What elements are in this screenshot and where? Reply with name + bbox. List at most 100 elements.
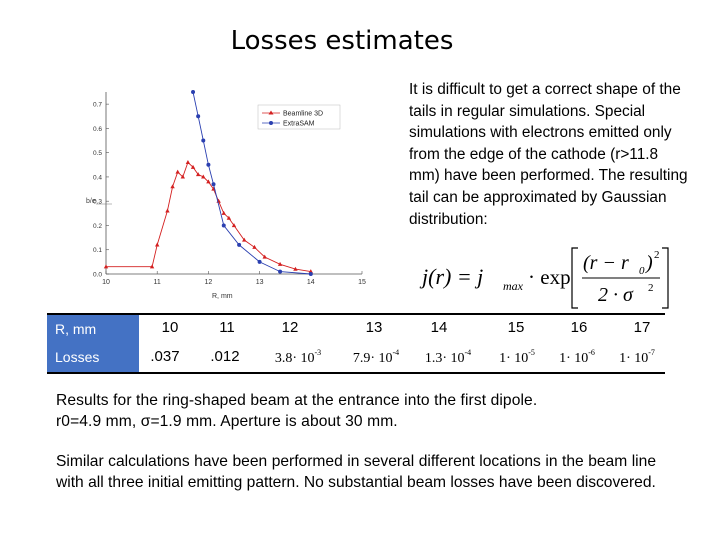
- formula-numerator: (r − r: [583, 252, 629, 274]
- loss-value-cell: 1.3· 10-4: [418, 348, 478, 367]
- formula-lhs: j(r) = j: [419, 264, 483, 289]
- r-value-cell: 17: [633, 319, 651, 336]
- data-point: [155, 242, 160, 247]
- loss-value-cell: .012: [210, 348, 240, 365]
- formula-numerator-sub: 0: [639, 265, 645, 277]
- series-line: [106, 161, 311, 273]
- data-point: [226, 215, 232, 220]
- data-point: [201, 174, 206, 179]
- data-point: [252, 244, 257, 249]
- y-tick-label: 0.6: [93, 126, 102, 133]
- data-point: [165, 208, 170, 213]
- y-tick-label: 0.7: [93, 102, 102, 109]
- data-point: [175, 169, 180, 174]
- x-tick-label: 15: [358, 279, 366, 286]
- formula-bracket-right: [662, 247, 669, 309]
- loss-exponent: -7: [648, 348, 655, 357]
- data-point: [196, 114, 201, 119]
- loss-mantissa: 3.8: [274, 351, 293, 366]
- data-point: [257, 259, 262, 264]
- r-value-cell: 14: [430, 319, 448, 336]
- data-point: [242, 237, 247, 242]
- data-point: [206, 179, 211, 184]
- data-point: [277, 261, 283, 266]
- times-ten: · 10: [292, 351, 315, 366]
- loss-value-cell: 1· 10-7: [607, 348, 667, 367]
- data-point: [308, 272, 313, 276]
- formula-bracket-left: [571, 247, 578, 309]
- loss-mantissa: 1.3: [424, 351, 443, 366]
- times-ten: · 10: [506, 351, 529, 366]
- loss-exponent: -6: [588, 348, 595, 357]
- legend-label-beamline: Beamline 3D: [283, 111, 323, 118]
- series-line: [192, 91, 311, 275]
- data-point: [201, 138, 206, 143]
- x-tick-label: 12: [205, 279, 213, 286]
- losses-table: R, mm Losses 10 11 12 13 14 15 16 17 .03…: [47, 313, 665, 374]
- loss-value-cell: .037: [150, 348, 180, 365]
- data-point: [221, 210, 226, 215]
- data-point: [262, 254, 267, 259]
- series-extrasam: [191, 90, 313, 276]
- x-tick-label: 13: [256, 279, 264, 286]
- y-tick-label: 0.2: [93, 223, 102, 230]
- conclusion-text: Similar calculations have been performed…: [56, 453, 656, 491]
- formula-numerator-sup: 2: [654, 249, 660, 261]
- data-point: [293, 266, 298, 271]
- data-point: [211, 182, 216, 187]
- times-ten: · 10: [566, 351, 589, 366]
- formula-numerator-close: ): [645, 252, 653, 274]
- r-value-cell: 15: [507, 319, 525, 336]
- x-tick-label: 11: [154, 279, 161, 286]
- results-line-2: r0=4.9 mm, σ=1.9 mm. Aperture is about 3…: [56, 413, 398, 430]
- description-text: It is difficult to get a correct shape o…: [409, 81, 688, 228]
- y-tick-label: 0.5: [93, 150, 102, 157]
- legend: Beamline 3D ExtraSAM: [257, 104, 341, 130]
- y-axis-side-label: b/e: [86, 198, 96, 205]
- loss-mantissa: 1: [559, 351, 567, 366]
- loss-exponent: -5: [528, 348, 535, 357]
- r-value-cell: 16: [570, 319, 588, 336]
- data-point: [206, 162, 211, 167]
- data-point: [185, 159, 191, 164]
- data-point: [149, 264, 155, 269]
- legend-marker-extrasam: [269, 121, 273, 125]
- loss-value-cell: 3.8· 10-3: [268, 348, 328, 367]
- data-point: [221, 223, 226, 228]
- r-value-cell: 13: [365, 319, 383, 336]
- slide-title: Losses estimates: [230, 26, 454, 56]
- x-tick-label: 10: [102, 279, 110, 286]
- y-tick-label: 0.3: [93, 199, 102, 206]
- legend-marker-beamline: [268, 110, 274, 115]
- loss-mantissa: 1: [619, 351, 627, 366]
- row-header-losses: Losses: [47, 343, 139, 372]
- r-value-cell: 12: [281, 319, 299, 336]
- gaussian-formula: j(r) = j max · exp (r − r 0 ) 2 2 · σ 2: [419, 247, 669, 309]
- loss-exponent: -4: [464, 348, 472, 357]
- data-point: [103, 264, 109, 269]
- results-line-1: Results for the ring-shaped beam at the …: [56, 392, 538, 409]
- formula-denominator: 2 · σ: [598, 284, 634, 306]
- data-point: [180, 174, 185, 179]
- r-value-cell: 10: [161, 319, 179, 336]
- loss-mantissa: 7.9: [352, 351, 371, 366]
- data-point: [278, 269, 283, 274]
- series-layer: [103, 90, 313, 276]
- data-point: [195, 172, 201, 177]
- formula-jmax-sub: max: [503, 279, 524, 293]
- times-ten: · 10: [626, 351, 649, 366]
- legend-box: [257, 104, 341, 130]
- data-point: [308, 269, 313, 274]
- times-ten: · 10: [370, 351, 393, 366]
- legend-label-extrasam: ExtraSAM: [283, 121, 315, 128]
- data-point: [231, 223, 237, 228]
- data-point: [237, 242, 242, 247]
- y-axis-ticks: 0.0 0.1 0.2 0.3 0.4 0.5 0.6 0.7: [93, 102, 109, 279]
- x-axis-label: R, mm: [212, 293, 233, 300]
- chart-frame: [105, 92, 362, 275]
- times-ten: · 10: [442, 351, 465, 366]
- x-tick-label: 14: [307, 279, 315, 286]
- data-point: [190, 164, 196, 169]
- formula-exp: · exp: [528, 265, 571, 289]
- data-point: [191, 90, 196, 94]
